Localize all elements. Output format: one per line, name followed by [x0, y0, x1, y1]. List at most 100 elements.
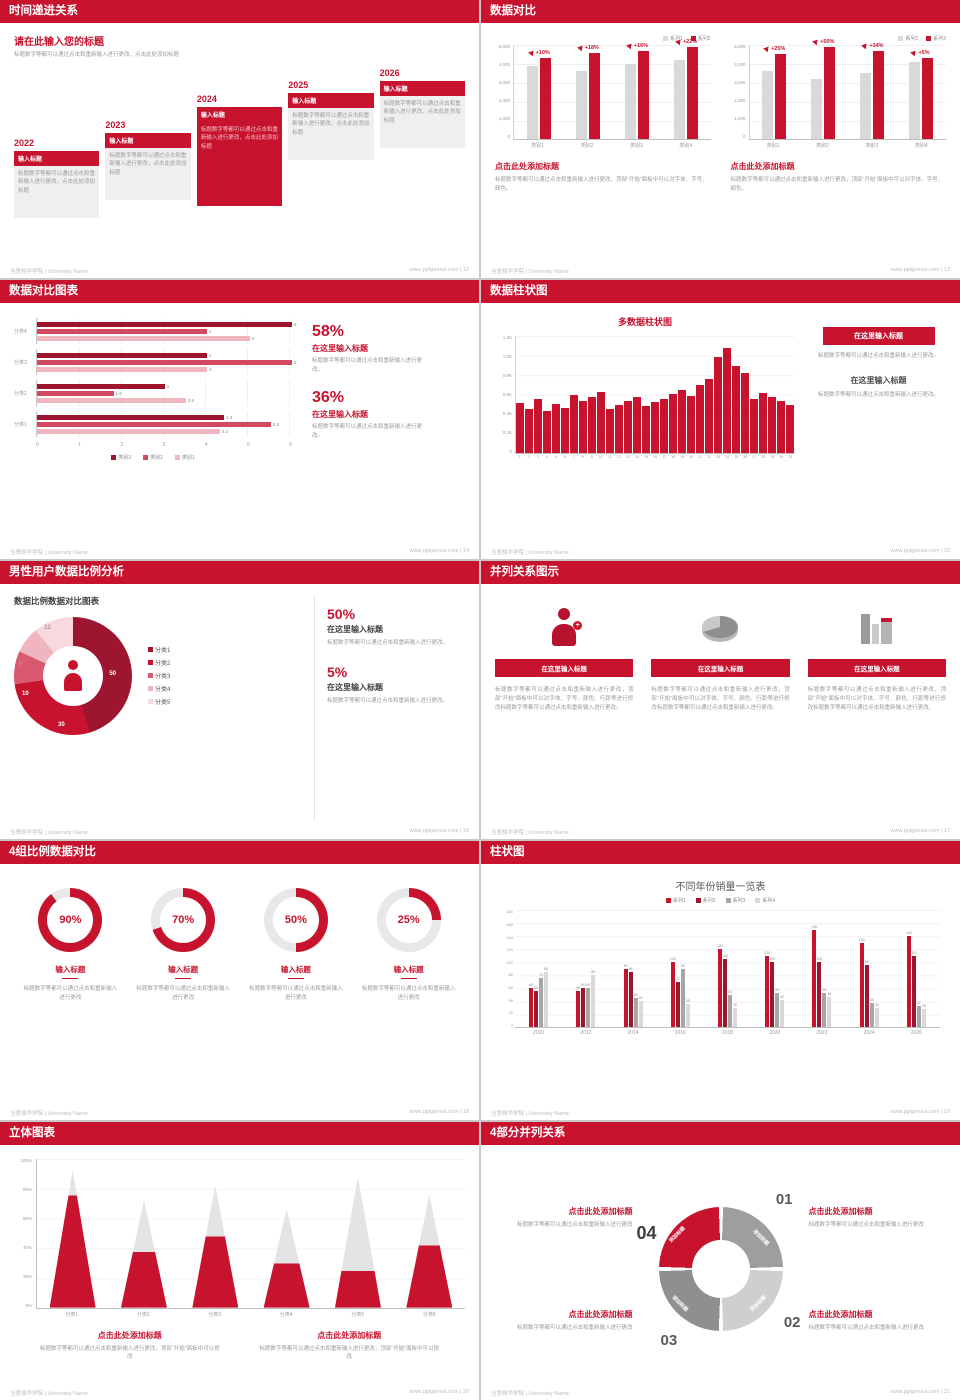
slide-title: 4组比例数据对比	[9, 846, 96, 859]
legend-item: 系列2	[926, 35, 946, 42]
s19-val: 70	[675, 976, 680, 981]
slice-label: 30	[58, 721, 65, 728]
tick: 4,000	[498, 62, 510, 68]
slide-17-parallel-relation[interactable]: 并列关系图示 在这里输入标题 标题数字等都可以通过点击和重新输入进行更改，顶部“…	[481, 560, 960, 840]
slide-body: 100% 80% 60% 40% 20% 0% 分类1 分类2 分类3 分类4 分类5 分类6 点击…	[0, 1145, 479, 1400]
s19-val: 45	[633, 992, 638, 997]
tick: 80	[508, 972, 513, 978]
s20-xl: 分类6	[422, 1311, 436, 1318]
s20-xl: 分类1	[65, 1311, 79, 1318]
slide-body: 系列1 系列2 5,000 4,000 3,000 2,000 1,000 0 +10% +1…	[481, 23, 960, 278]
s14-fill	[37, 335, 250, 341]
s19-bar: 75	[539, 973, 544, 1028]
s13-cat: 类别2	[816, 143, 829, 149]
s13-delta: +22%	[676, 39, 697, 45]
slide-title: 柱状图	[490, 846, 525, 859]
s19-val: 50	[728, 989, 732, 994]
item-title: 输入标题	[105, 132, 191, 148]
slide-13-data-comparison[interactable]: 数据对比 系列1 系列2 5,000 4,000 3,000 2,000 1,000 0 +…	[481, 0, 960, 279]
s15-bar	[723, 348, 731, 454]
y-axis: 5,000 4,000 3,000 2,000 1,000 0	[495, 44, 513, 140]
s13-barr: +50%	[820, 39, 836, 139]
stat-percent: 5%	[327, 663, 348, 680]
s13-cat: 类别1	[766, 143, 780, 149]
s19-xl: 2022	[816, 1030, 828, 1037]
legend-item: 分类5	[148, 697, 170, 706]
s19-xl: 2026	[910, 1030, 922, 1037]
column-title: 在这里输入标题	[495, 658, 634, 677]
s14-val: 3.5	[187, 397, 195, 403]
s19-bar: 100	[769, 957, 775, 1028]
ring-text: 标题数字等都可以通过点击和重新输入进行更改	[361, 986, 456, 1001]
footer-page: www.pptgenius.com | 18	[409, 1108, 469, 1115]
slide-body: 分类4 6 4 5 分类3 4 6 4 分类2 3 1.8 3.5 分类1 4.4 5.5 4.3 0 1 2 3 4…	[0, 303, 479, 558]
s15-bar	[777, 400, 785, 454]
slide-title: 数据对比图表	[9, 285, 78, 298]
slide-14-comparison-chart[interactable]: 数据对比图表 分类4 6 4 5 分类3 4 6 4 分类2 3 1.8 3.5 分类1 4.4 5.5 4.…	[0, 280, 479, 559]
s14-xt: 5	[247, 442, 250, 449]
text-block: 点击此处添加标题 标题数字等都可以通过点击和重新输入进行更改	[809, 1309, 945, 1333]
s15-xl: 24	[725, 455, 730, 460]
block-title: 在这里输入标题	[850, 376, 907, 386]
s19-val: 52	[775, 988, 780, 993]
bar-rows: 分类4 6 4 5 分类3 4 6 4 分类2 3 1.8 3.5 分类1 4.4 5.5 4.3	[14, 318, 297, 438]
s14-val: 1.8	[115, 390, 122, 396]
timeline-item-highlight[interactable]: 2024 输入标题 标题数字等都可以通过点击和重新输入进行更改，点击此处添加标题	[196, 94, 283, 206]
s13-group: +25%	[762, 45, 787, 139]
timeline-item[interactable]: 2022 输入标题 标题数字等都可以通过点击和重新输入进行更改，点击此处添加标题	[14, 138, 100, 218]
ring-text: 标题数字等都可以通过点击和重新输入进行更改	[249, 986, 343, 1001]
slide-title-bar: 4部分并列关系	[481, 1121, 960, 1145]
slide-19-grouped-bar-chart[interactable]: 柱状图 不同年份销量一览表 系列1 系列2 系列3 系列4 180 160 140 120 1…	[481, 841, 960, 1120]
timeline-item[interactable]: 2026 输入标题 标题数字等都可以通过点击和重新输入进行更改，点击此处添加标题	[379, 68, 466, 148]
slide-15-column-chart[interactable]: 数据柱状图 多数据柱状图 1.2K 1.0K 0.8K 0.6K 0.4K 0.2K 0 1…	[481, 280, 960, 559]
bar-chart: 5,000 4,000 3,000 2,000 1,000 0 +10% +18% +16% +…	[495, 39, 711, 140]
s14-line: 5.5	[37, 421, 292, 427]
stat-block: 5% 在这里输入标题 标题数字等都可以通过点击和重新输入进行更改。	[327, 664, 465, 706]
stat-text: 标题数字等都可以通过点击和重新输入进行更改。	[312, 358, 423, 374]
s15-bar	[705, 379, 713, 454]
s19-val: 100	[816, 957, 823, 962]
s13-group: +18%	[575, 45, 600, 139]
s15-bar	[678, 390, 686, 454]
medical-person-icon	[551, 604, 583, 650]
slide-20-3d-cone-chart[interactable]: 立体图表 100% 80% 60% 40% 20% 0% 分类1 分类2 分类3 分类4 分类5 分…	[0, 1121, 479, 1400]
chart-title: 多数据柱状图	[617, 317, 672, 328]
legend-label: 类别3	[118, 455, 132, 462]
legend-label: 系列1	[905, 36, 919, 42]
s15-bar	[687, 395, 695, 454]
s15-bar	[714, 356, 722, 454]
slide-title: 4部分并列关系	[490, 1126, 566, 1139]
footer-org: 当意档华学院 | University Name	[10, 830, 88, 837]
legend-key	[111, 455, 117, 461]
s19-val: 38	[869, 997, 874, 1002]
slide-12-time-progression[interactable]: 时间递进关系 请在此输入您的标题 标题数字等都可以通过点击和重新输入进行更改，点…	[0, 0, 479, 279]
chart-legend: 系列1 系列2	[731, 35, 946, 42]
legend-label: 类别2	[150, 455, 163, 462]
item-text: 标题数字等都可以通过点击和重新输入进行更改，点击此处添加标题	[196, 121, 283, 206]
s19-val: 28	[921, 1004, 926, 1008]
s13-cat: 类别3	[630, 143, 643, 149]
slide-21-four-part-relation[interactable]: 4部分并列关系 点击此处添加标题 标题数字等都可以通过点击和重新输入进行更改 点…	[481, 1121, 960, 1400]
s13-cat: 类别2	[580, 143, 594, 149]
s19-bar: 28	[921, 1004, 926, 1028]
s14-xt: 1	[78, 442, 81, 449]
item-text: 标题数字等都可以通过点击和重新输入进行更改，点击此处添加标题	[379, 95, 466, 148]
footer-page: www.pptgenius.com | 16	[409, 828, 469, 835]
block-title: 点击此处添加标题	[495, 162, 559, 171]
text-block: 点击此处添加标题 标题数字等都可以通过点击和重新输入进行更改	[809, 1206, 945, 1230]
timeline-item[interactable]: 2025 输入标题 标题数字等都可以通过点击和重新输入进行更改，点击此处添加标题	[288, 80, 374, 160]
slide-16-male-ratio-analysis[interactable]: 男性用户数据比例分析 数据比例数据对比图表 50 30 10 8 12	[0, 560, 479, 840]
timeline-item[interactable]: 2023 输入标题 标题数字等都可以通过点击和重新输入进行更改，点击此处添加标题	[105, 119, 191, 200]
s13-delta: +10%	[529, 50, 550, 56]
slide-18-ratio-rings[interactable]: 4组比例数据对比 90% 输入标题 标题数字等都可以通过点击和重新输入进行更改 …	[0, 841, 479, 1120]
s19-group: 120 105 50 30	[717, 910, 737, 1028]
footer-org: 当意档华学院 | University Name	[10, 1110, 88, 1117]
s13-barr: +10%	[536, 50, 551, 139]
block-text: 标题数字等都可以通过点击和重新输入进行更改。	[817, 392, 939, 399]
s15-xl: 9	[590, 455, 593, 460]
legend-label: 分类2	[155, 661, 171, 668]
year-label: 2023	[105, 119, 126, 130]
ring-percent: 50%	[284, 914, 307, 927]
s15-xl: 6	[563, 455, 566, 460]
legend-label: 系列1	[672, 898, 686, 905]
